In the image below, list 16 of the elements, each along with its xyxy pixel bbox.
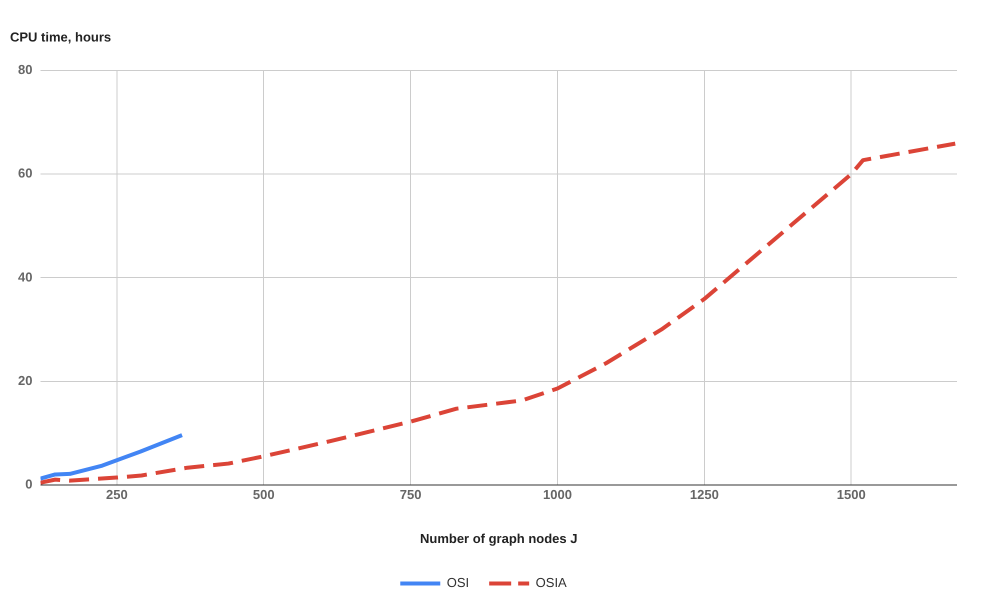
x-tick-label: 750 [400, 487, 422, 502]
y-axis-title: CPU time, hours [10, 29, 112, 44]
y-tick-label: 80 [18, 62, 32, 78]
y-tick-label: 20 [18, 372, 32, 388]
y-tick-label: 60 [18, 166, 32, 181]
x-axis-title: Number of graph nodes J [420, 530, 578, 546]
line-series [40, 142, 957, 485]
x-tick-label: 1000 [543, 487, 572, 502]
y-tick-label: 40 [18, 269, 32, 284]
legend-label: OSI [446, 575, 470, 590]
legend-label: OSIA [536, 575, 568, 590]
x-tick-label: 1250 [690, 487, 719, 502]
y-tick-label: 0 [25, 476, 32, 492]
x-tick-label: 250 [106, 487, 128, 502]
x-tick-label: 1500 [836, 487, 866, 502]
x-tick-label: 500 [252, 487, 275, 502]
